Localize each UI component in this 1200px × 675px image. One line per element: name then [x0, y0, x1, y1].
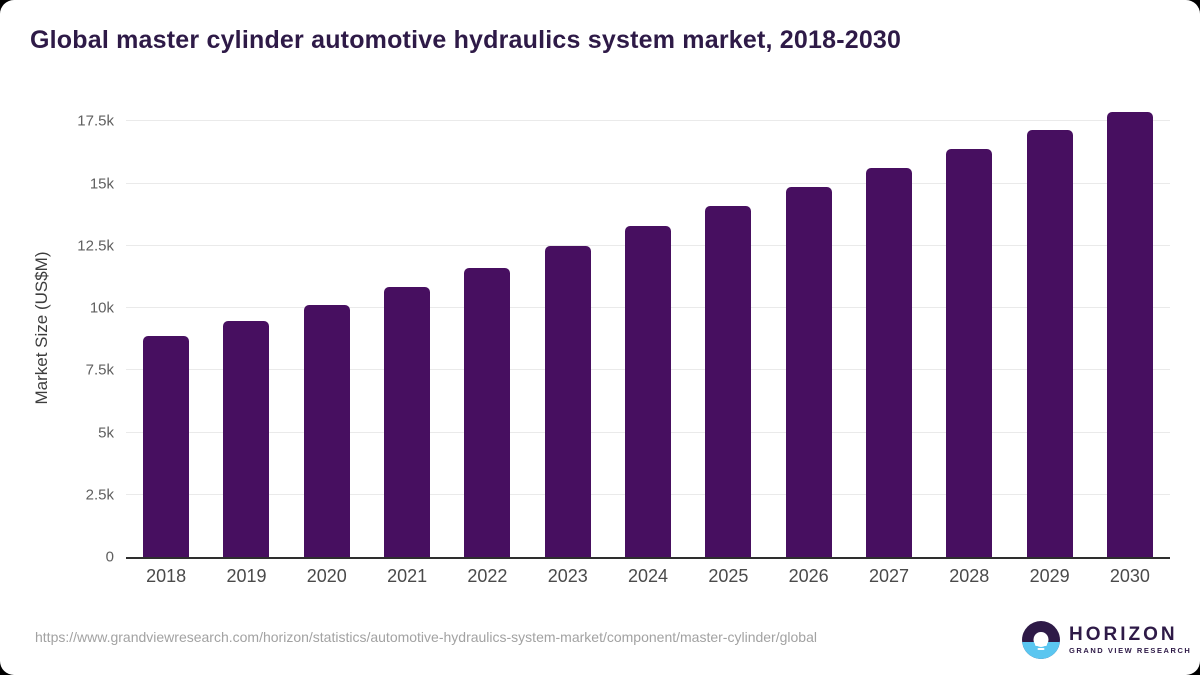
logo-reflection-dash	[1037, 647, 1045, 651]
x-tick-label: 2029	[1029, 566, 1070, 586]
bar-slot	[528, 100, 608, 557]
x-tick-label: 2028	[949, 566, 990, 586]
chart-title: Global master cylinder automotive hydrau…	[30, 26, 902, 54]
bar-slot	[367, 100, 447, 557]
bar-slot	[929, 100, 1009, 557]
horizon-logo: HORIZON GRAND VIEW RESEARCH	[1022, 621, 1191, 659]
gridline	[126, 120, 1170, 122]
horizon-logo-icon	[1022, 621, 1060, 659]
x-tick-label: 2030	[1109, 566, 1150, 586]
logo-name: HORIZON	[1069, 623, 1178, 645]
bar-slot	[608, 100, 688, 557]
bar-2019	[223, 321, 270, 557]
x-tick-label: 2019	[226, 566, 267, 586]
bar-slot	[1009, 100, 1089, 557]
x-tick-label: 2023	[547, 566, 588, 586]
x-tick-label: 2025	[708, 566, 749, 586]
bar-series	[126, 100, 1170, 557]
gridline	[126, 182, 1170, 184]
bar-2027	[865, 167, 912, 557]
y-tick-label: 0	[105, 548, 114, 566]
bar-slot	[769, 100, 849, 557]
y-tick-label: 2.5k	[85, 486, 114, 504]
bar-2018	[143, 335, 190, 557]
bar-2021	[384, 287, 431, 557]
y-tick-label: 5k	[98, 424, 114, 442]
bar-2030	[1106, 111, 1153, 557]
source-url: https://www.grandviewresearch.com/horizo…	[35, 629, 817, 645]
bar-slot	[849, 100, 929, 557]
y-tick-label: 10k	[89, 299, 114, 317]
bar-2022	[464, 268, 511, 557]
bar-2023	[544, 245, 591, 557]
x-tick-label: 2020	[306, 566, 347, 586]
bar-slot	[287, 100, 367, 557]
logo-reflection-dash	[1035, 643, 1047, 646]
y-tick-label: 7.5k	[85, 361, 114, 379]
bar-2025	[705, 205, 752, 557]
y-tick-label: 17.5k	[77, 112, 114, 130]
x-tick-label: 2021	[387, 566, 428, 586]
bar-2028	[946, 149, 993, 557]
y-tick-label: 12.5k	[77, 237, 114, 255]
logo-sea-shape	[1022, 641, 1060, 659]
logo-subtext: GRAND VIEW RESEARCH	[1069, 646, 1192, 656]
bar-slot	[1090, 100, 1170, 557]
bar-2029	[1026, 129, 1073, 557]
x-tick-label: 2024	[628, 566, 669, 586]
y-tick-label: 15k	[89, 175, 114, 193]
logo-text: HORIZON GRAND VIEW RESEARCH	[1069, 623, 1192, 656]
bar-slot	[447, 100, 527, 557]
x-tick-label: 2026	[788, 566, 829, 586]
bar-2024	[625, 225, 672, 557]
plot-area	[126, 100, 1170, 559]
y-axis-ticks: 0 2.5k 5k 7.5k 10k 12.5k 15k 17.5k	[0, 100, 114, 566]
bar-slot	[206, 100, 286, 557]
x-tick-label: 2022	[467, 566, 508, 586]
bar-2026	[785, 187, 832, 557]
bar-slot	[688, 100, 768, 557]
x-tick-label: 2018	[146, 566, 187, 586]
bar-2020	[303, 304, 350, 557]
bar-slot	[126, 100, 206, 557]
x-tick-label: 2027	[868, 566, 909, 586]
x-axis-labels: 2018 2019 2020 2021 2022 2023 2024 2025 2026 2027…	[126, 566, 1170, 587]
